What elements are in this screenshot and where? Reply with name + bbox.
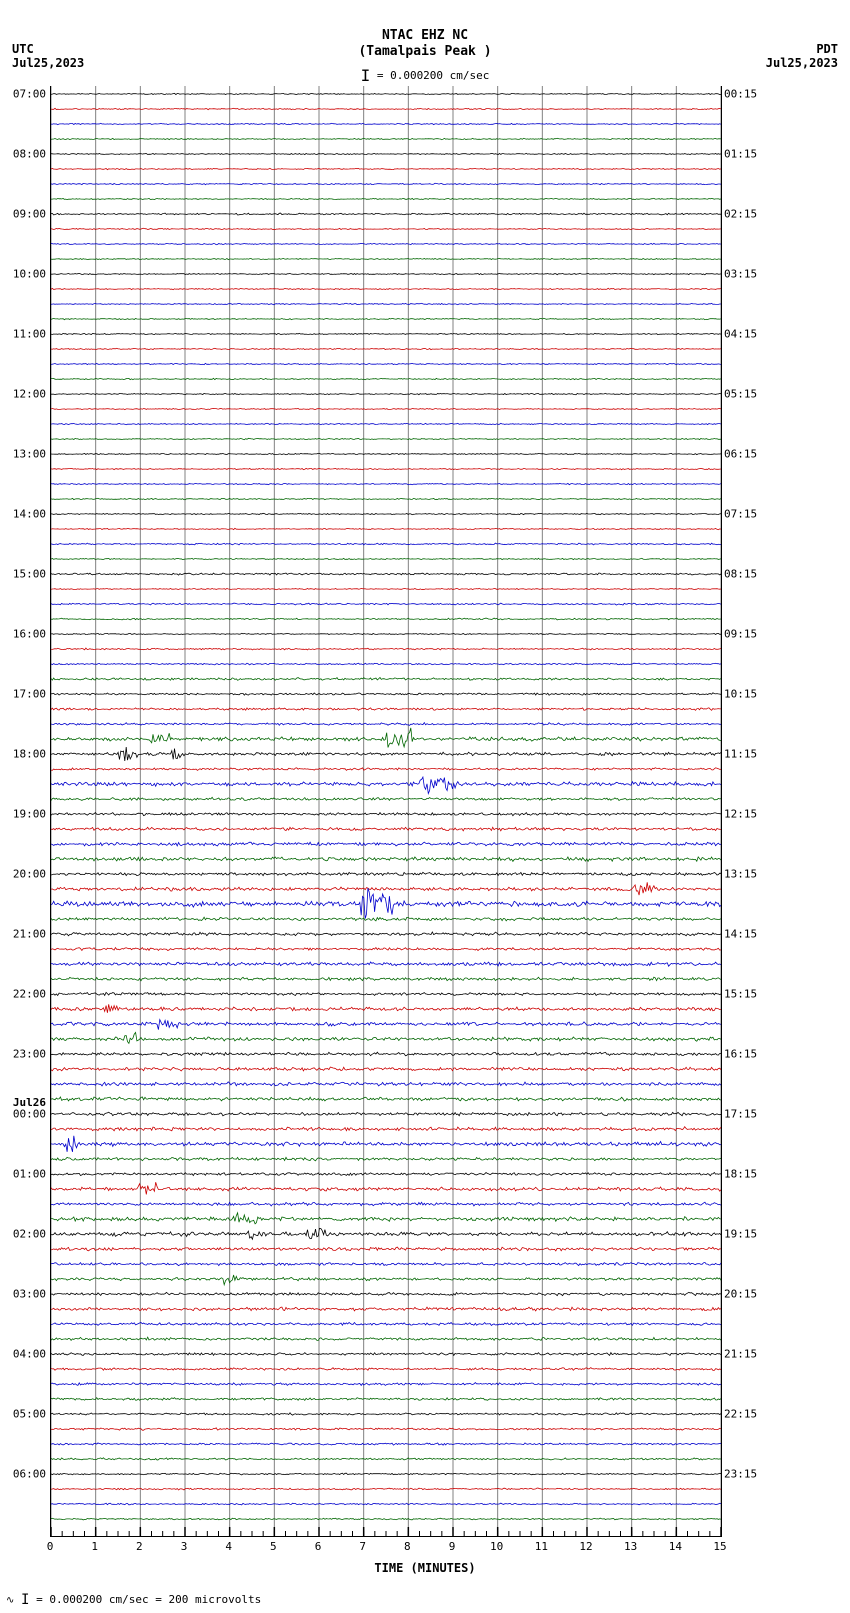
scale-text: = 0.000200 cm/sec (377, 69, 490, 82)
pdt-time-label: 13:15 (724, 868, 757, 881)
x-tick-label: 4 (225, 1540, 232, 1553)
pdt-time-label: 19:15 (724, 1228, 757, 1241)
pdt-time-label: 23:15 (724, 1468, 757, 1481)
utc-time-label: 15:00 (13, 568, 46, 581)
pdt-time-label: 22:15 (724, 1408, 757, 1421)
x-tick-label: 5 (270, 1540, 277, 1553)
date-left: Jul25,2023 (12, 56, 84, 70)
x-tick-label: 7 (359, 1540, 366, 1553)
utc-time-label: 04:00 (13, 1348, 46, 1361)
plot-area (50, 86, 722, 1537)
pdt-time-label: 18:15 (724, 1168, 757, 1181)
x-tick-label: 9 (449, 1540, 456, 1553)
utc-time-label: 09:00 (13, 208, 46, 221)
pdt-time-label: 08:15 (724, 568, 757, 581)
utc-time-label: 06:00 (13, 1468, 46, 1481)
x-tick-label: 11 (535, 1540, 548, 1553)
utc-time-label: 05:00 (13, 1408, 46, 1421)
utc-time-label: 12:00 (13, 388, 46, 401)
utc-time-label: 20:00 (13, 868, 46, 881)
x-tick-label: 8 (404, 1540, 411, 1553)
x-tick-label: 14 (669, 1540, 682, 1553)
utc-time-label: 18:00 (13, 748, 46, 761)
x-tick-label: 2 (136, 1540, 143, 1553)
tz-left: UTC (12, 42, 34, 56)
pdt-time-label: 16:15 (724, 1048, 757, 1061)
pdt-time-label: 15:15 (724, 988, 757, 1001)
pdt-time-label: 12:15 (724, 808, 757, 821)
x-tick-label: 10 (490, 1540, 503, 1553)
xaxis-label: TIME (MINUTES) (0, 1561, 850, 1575)
pdt-time-label: 06:15 (724, 448, 757, 461)
x-tick-label: 3 (181, 1540, 188, 1553)
pdt-time-label: 10:15 (724, 688, 757, 701)
day-break-label: Jul26 (13, 1096, 46, 1109)
seismogram-svg (51, 86, 721, 1536)
pdt-time-label: 14:15 (724, 928, 757, 941)
pdt-time-label: 20:15 (724, 1288, 757, 1301)
tz-right: PDT (816, 42, 838, 56)
utc-time-label: 11:00 (13, 328, 46, 341)
date-right: Jul25,2023 (766, 56, 838, 70)
pdt-time-label: 09:15 (724, 628, 757, 641)
pdt-time-label: 07:15 (724, 508, 757, 521)
utc-time-label: 19:00 (13, 808, 46, 821)
utc-time-label: 01:00 (13, 1168, 46, 1181)
pdt-time-label: 04:15 (724, 328, 757, 341)
pdt-time-label: 21:15 (724, 1348, 757, 1361)
footer-scale: ∿ I = 0.000200 cm/sec = 200 microvolts (6, 1591, 261, 1607)
utc-time-label: 00:00 (13, 1108, 46, 1121)
utc-time-label: 13:00 (13, 448, 46, 461)
utc-time-label: 07:00 (13, 88, 46, 101)
x-tick-label: 13 (624, 1540, 637, 1553)
utc-time-label: 02:00 (13, 1228, 46, 1241)
utc-time-label: 23:00 (13, 1048, 46, 1061)
pdt-time-label: 17:15 (724, 1108, 757, 1121)
scale-indicator: I = 0.000200 cm/sec (0, 64, 850, 83)
station-title: NTAC EHZ NC (0, 28, 850, 43)
utc-time-label: 17:00 (13, 688, 46, 701)
pdt-time-label: 03:15 (724, 268, 757, 281)
utc-time-label: 10:00 (13, 268, 46, 281)
pdt-time-label: 01:15 (724, 148, 757, 161)
pdt-time-label: 02:15 (724, 208, 757, 221)
utc-time-label: 14:00 (13, 508, 46, 521)
x-tick-label: 15 (713, 1540, 726, 1553)
utc-time-label: 21:00 (13, 928, 46, 941)
utc-time-label: 22:00 (13, 988, 46, 1001)
utc-time-label: 03:00 (13, 1288, 46, 1301)
station-location: (Tamalpais Peak ) (0, 44, 850, 59)
x-tick-label: 6 (315, 1540, 322, 1553)
pdt-time-label: 11:15 (724, 748, 757, 761)
x-tick-label: 1 (91, 1540, 98, 1553)
utc-time-label: 08:00 (13, 148, 46, 161)
x-tick-label: 12 (579, 1540, 592, 1553)
pdt-time-label: 00:15 (724, 88, 757, 101)
pdt-time-label: 05:15 (724, 388, 757, 401)
footer-text: = 0.000200 cm/sec = 200 microvolts (36, 1593, 261, 1606)
x-tick-label: 0 (47, 1540, 54, 1553)
seismogram-container: NTAC EHZ NC (Tamalpais Peak ) I = 0.0002… (0, 0, 850, 1613)
utc-time-label: 16:00 (13, 628, 46, 641)
